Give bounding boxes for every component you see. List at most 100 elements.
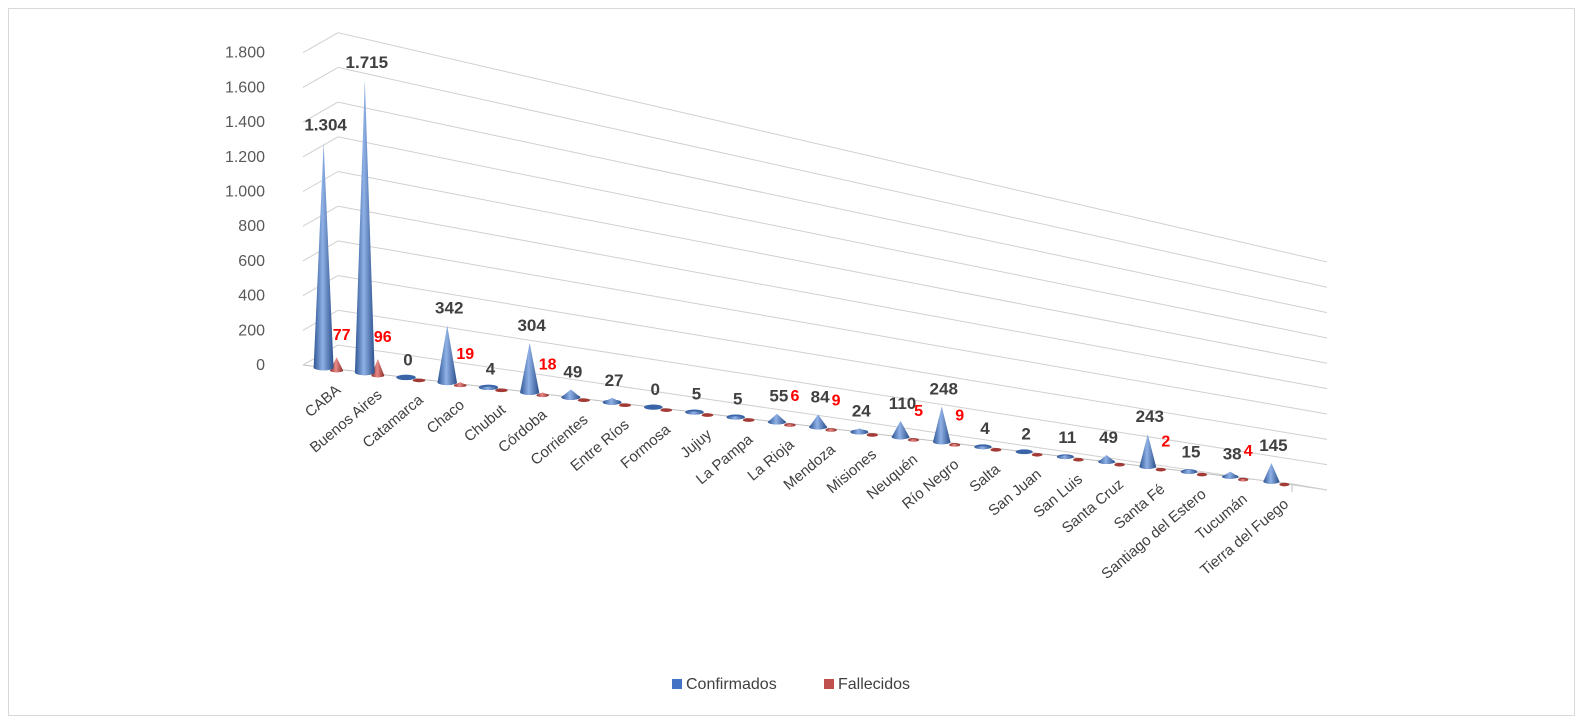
cone-fallecidos-12 [825,428,837,432]
cone-confirmados-8 [643,404,663,410]
data-label-confirmados: 243 [1136,407,1164,426]
y-tick-label: 1.400 [225,114,265,131]
cone-confirmados-6 [561,389,581,400]
data-label-confirmados: 55 [769,387,788,406]
y-tick-label: 400 [238,288,265,305]
data-label-confirmados: 84 [811,387,830,406]
chart-frame [8,8,1575,716]
data-label-confirmados: 110 [889,394,916,413]
cone-confirmados-19 [1098,455,1115,465]
data-label-fallecidos: 9 [832,393,841,410]
data-label-confirmados: 0 [403,350,412,369]
legend: Confirmados Fallecidos [672,676,910,693]
cone-fallecidos-13 [866,433,878,437]
cone-fallecidos-14 [907,438,920,442]
legend-swatch-fallecidos [824,679,834,689]
legend-swatch-confirmados [672,679,682,689]
gridline [337,309,1328,466]
gridline [337,240,1328,415]
data-label-fallecidos: 4 [1244,443,1253,460]
cone-confirmados-17 [1015,449,1033,455]
cone-fallecidos-16 [990,448,1002,452]
data-label-confirmados: 11 [1058,428,1076,447]
cone-fallecidos-5 [536,392,549,398]
data-label-fallecidos: 77 [333,327,351,344]
data-label-confirmados: 15 [1182,443,1201,462]
cone-fallecidos-15 [949,443,961,447]
gridline [337,275,1328,440]
y-tick-label: 1.000 [225,184,265,201]
cone-fallecidos-22 [1238,477,1249,482]
data-label-confirmados: 24 [852,401,871,420]
cone-fallecidos-9 [701,413,714,417]
cone-confirmados-2 [396,374,416,381]
data-label-fallecidos: 18 [539,356,557,373]
y-tick-label: 1.600 [225,79,265,96]
cone-confirmados-21 [1180,469,1198,474]
legend-label-fallecidos: Fallecidos [838,676,910,693]
cone-fallecidos-18 [1073,457,1084,462]
cone-fallecidos-8 [660,408,673,412]
cone-confirmados-4 [478,384,499,391]
data-label-confirmados: 4 [486,360,496,379]
x-tick-label: Jujuy [677,426,715,462]
cone-confirmados-23 [1263,463,1280,484]
data-label-confirmados: 49 [1099,428,1118,447]
gridline-side [302,101,339,123]
cone-fallecidos-7 [619,403,632,407]
data-label-confirmados: 0 [651,380,660,399]
data-label-confirmados: 145 [1259,436,1287,455]
cone-fallecidos-0 [330,357,344,373]
legend-label-confirmados: Confirmados [686,676,777,693]
cone-confirmados-9 [685,409,704,415]
cone-fallecidos-21 [1196,472,1208,477]
cone-confirmados-16 [974,444,992,450]
gridline [337,344,1328,491]
cone-confirmados-14 [891,420,910,440]
gridline-side [302,32,339,54]
cone-confirmados-3 [437,325,457,386]
cone-confirmados-11 [767,413,786,425]
y-tick-label: 800 [238,218,265,235]
cone-fallecidos-3 [453,382,467,388]
floor-front-edge [302,364,1293,485]
cone-fallecidos-17 [1031,452,1043,457]
data-label-confirmados: 1.304 [304,116,347,135]
cone-fallecidos-6 [577,398,590,403]
gridline [337,136,1328,339]
data-label-confirmados: 38 [1223,445,1242,464]
cone-fallecidos-2 [412,378,426,383]
gridline-side [302,136,339,158]
data-label-confirmados: 4 [980,419,990,438]
data-label-fallecidos: 96 [374,329,392,346]
cone-confirmados-15 [933,406,951,445]
data-label-confirmados: 304 [517,316,546,335]
gridline-side [302,171,339,192]
data-label-fallecidos: 9 [955,408,964,425]
cone-fallecidos-23 [1279,482,1290,487]
data-label-confirmados: 5 [733,389,742,408]
cone-confirmados-1 [354,79,375,376]
data-label-fallecidos: 2 [1161,433,1170,450]
data-label-confirmados: 1.715 [346,53,389,72]
cone-fallecidos-11 [784,423,796,427]
cone-confirmados-13 [850,428,869,435]
cone-fallecidos-10 [742,418,755,422]
cone-fallecidos-4 [495,388,508,393]
data-label-confirmados: 5 [692,384,701,403]
data-label-fallecidos: 19 [456,346,474,363]
data-label-confirmados: 342 [435,298,463,317]
y-tick-label: 600 [238,253,265,270]
gridline [337,171,1328,364]
y-tick-label: 1.200 [225,149,265,166]
gridline-side [302,66,339,88]
data-label-confirmados: 49 [563,362,582,381]
cone-confirmados-7 [602,397,622,405]
x-tick-label: Salta [966,460,1004,495]
cone-confirmados-12 [809,414,828,430]
gridline [337,101,1328,314]
data-label-fallecidos: 5 [914,403,923,420]
y-tick-label: 200 [238,322,265,339]
y-tick-label: 1.800 [225,45,265,62]
